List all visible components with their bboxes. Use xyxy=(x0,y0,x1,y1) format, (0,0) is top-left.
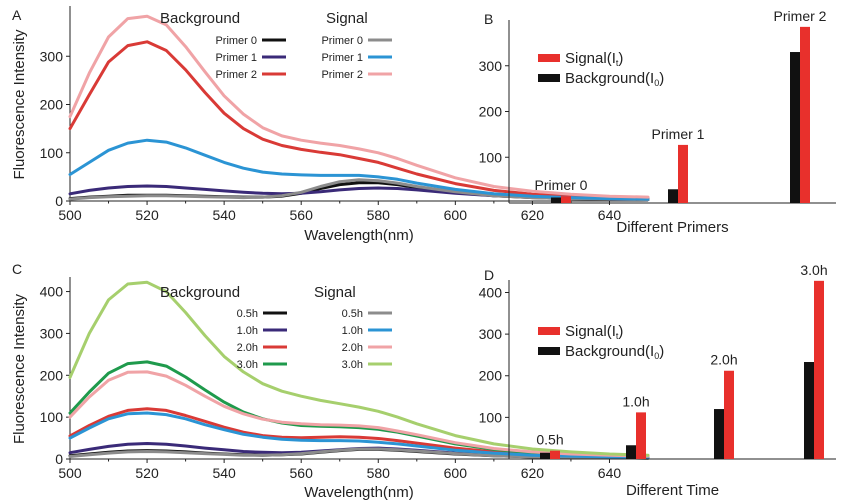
y-tick-label-a: 100 xyxy=(40,145,64,161)
y-tick-label-d: 200 xyxy=(479,368,503,384)
x-tick-label-c: 520 xyxy=(135,465,159,481)
y-tick-label-a: 200 xyxy=(40,97,64,113)
legend-label-background-a: Primer 1 xyxy=(215,52,257,64)
series-line-c-signal-0-5h xyxy=(68,447,650,460)
legend-label-signal-c: 2.0h xyxy=(342,342,363,354)
panel-label-c: C xyxy=(12,261,22,277)
legend-label-signal-c: 1.0h xyxy=(342,325,363,337)
series-line-c-signal-3-0h xyxy=(68,280,650,457)
y-tick-label-b: 200 xyxy=(479,104,503,120)
bar-category-label-d: 1.0h xyxy=(622,393,649,409)
bar-background-b xyxy=(668,189,678,203)
y-axis-label-a: Fluorescence Intensity xyxy=(11,29,28,180)
legend-title-background-c: Background xyxy=(160,284,240,301)
y-tick-label-c: 100 xyxy=(40,409,64,425)
bar-background-d xyxy=(540,452,550,459)
y-tick-label-c: 300 xyxy=(40,325,64,341)
legend-label-signal-c: 0.5h xyxy=(342,308,363,320)
bar-background-d xyxy=(804,362,814,459)
y-axis-label-c: Fluorescence Intensity xyxy=(11,293,28,444)
x-tick-label-a: 520 xyxy=(135,207,159,223)
legend-label-b: Signal(It) xyxy=(565,50,623,68)
legend-label-signal-a: Primer 1 xyxy=(321,52,363,64)
x-tick-label-a: 600 xyxy=(444,207,468,223)
bar-signal-b xyxy=(561,196,571,203)
bar-category-label-d: 0.5h xyxy=(536,432,563,448)
panel-label-d: D xyxy=(484,267,494,283)
series-line-c-signal-1-0h xyxy=(68,411,650,459)
bar-background-b xyxy=(551,197,561,203)
x-tick-label-c: 580 xyxy=(367,465,391,481)
bar-signal-d xyxy=(724,370,734,459)
x-axis-label-b: Different Primers xyxy=(616,219,728,236)
bar-category-label-b: Primer 2 xyxy=(774,8,827,24)
legend-label-signal-c: 3.0h xyxy=(342,359,363,371)
legend-label-background-a: Primer 2 xyxy=(215,69,257,81)
x-tick-label-c: 600 xyxy=(444,465,468,481)
y-tick-label-a: 300 xyxy=(40,48,64,64)
x-tick-label-c: 640 xyxy=(598,465,622,481)
bar-background-b xyxy=(790,52,800,204)
x-tick-label-c: 560 xyxy=(290,465,314,481)
y-tick-label-b: 100 xyxy=(479,149,503,165)
series-line-a-signal-primer-2 xyxy=(68,14,650,199)
legend-swatch-b xyxy=(538,74,560,82)
x-axis-label-d: Different Time xyxy=(626,482,719,499)
legend-swatch-d xyxy=(538,347,560,355)
x-tick-label-c: 540 xyxy=(212,465,236,481)
legend-swatch-d xyxy=(538,327,560,335)
legend-label-background-c: 2.0h xyxy=(237,342,258,354)
series-line-a-signal-primer-1 xyxy=(68,138,650,201)
legend-label-background-c: 3.0h xyxy=(237,359,258,371)
y-tick-label-b: 300 xyxy=(479,58,503,74)
y-tick-label-d: 300 xyxy=(479,326,503,342)
panel-label-a: A xyxy=(12,7,22,23)
bar-background-d xyxy=(714,409,724,459)
y-tick-label-a: 0 xyxy=(55,193,63,209)
legend-label-background-c: 1.0h xyxy=(237,325,258,337)
x-tick-label-a: 560 xyxy=(290,207,314,223)
x-tick-label-a: 540 xyxy=(212,207,236,223)
legend-title-signal-c: Signal xyxy=(314,284,356,301)
x-tick-label-a: 500 xyxy=(58,207,82,223)
legend-title-background-a: Background xyxy=(160,10,240,27)
series-line-a-signal-primer-0 xyxy=(68,178,650,202)
x-tick-label-a: 580 xyxy=(367,207,391,223)
bar-category-label-b: Primer 0 xyxy=(535,177,588,193)
x-tick-label-a: 640 xyxy=(598,207,622,223)
legend-swatch-b xyxy=(538,54,560,62)
series-line-c-signal-2-0h xyxy=(68,370,650,458)
legend-label-d: Background(I0) xyxy=(565,343,664,361)
bar-category-label-d: 3.0h xyxy=(800,262,827,278)
x-tick-label-a: 620 xyxy=(521,207,545,223)
x-tick-label-c: 500 xyxy=(58,465,82,481)
bar-signal-b xyxy=(800,26,810,203)
legend-label-signal-a: Primer 2 xyxy=(321,69,363,81)
bar-background-d xyxy=(626,445,636,459)
x-tick-label-c: 620 xyxy=(521,465,545,481)
bar-category-label-d: 2.0h xyxy=(710,352,737,368)
legend-title-signal-a: Signal xyxy=(326,10,368,27)
y-tick-label-c: 200 xyxy=(40,367,64,383)
legend-label-b: Background(I0) xyxy=(565,70,664,88)
y-tick-label-d: 100 xyxy=(479,409,503,425)
y-tick-label-c: 400 xyxy=(40,284,64,300)
x-axis-label-c: Wavelength(nm) xyxy=(304,484,413,501)
legend-label-background-a: Primer 0 xyxy=(215,35,257,47)
bar-category-label-b: Primer 1 xyxy=(652,126,705,142)
bar-signal-d xyxy=(636,412,646,459)
legend-label-signal-a: Primer 0 xyxy=(321,35,363,47)
legend-label-d: Signal(It) xyxy=(565,323,623,341)
bar-signal-d xyxy=(550,450,560,459)
x-axis-label-a: Wavelength(nm) xyxy=(304,227,413,244)
series-line-a-background-primer-2 xyxy=(68,40,650,200)
y-tick-label-d: 400 xyxy=(479,284,503,300)
y-tick-label-c: 0 xyxy=(55,451,63,467)
bar-signal-b xyxy=(678,144,688,203)
bar-signal-d xyxy=(814,280,824,459)
legend-label-background-c: 0.5h xyxy=(237,308,258,320)
panel-label-b: B xyxy=(484,11,493,27)
